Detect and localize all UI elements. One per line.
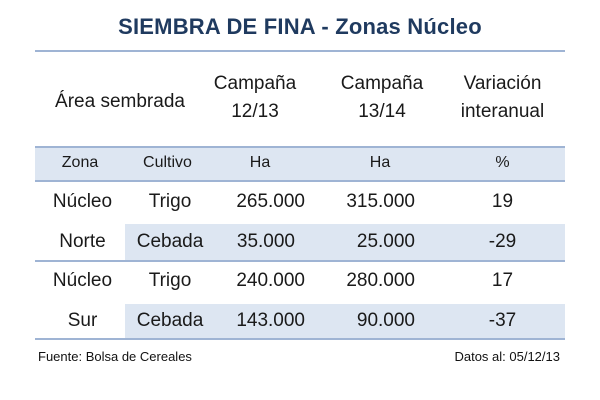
zona-sur-line1: Núcleo <box>52 270 113 291</box>
c1213-norte-trigo: 265.000 <box>236 191 305 212</box>
c1213-sur-trigo: 240.000 <box>236 270 305 291</box>
zona-norte-line2: Norte <box>59 231 106 252</box>
header-campana-1314: Campaña 13/14 <box>332 70 432 126</box>
c1213-sur-cebada: 143.000 <box>236 310 305 331</box>
header-variacion-line1: Variación <box>463 73 542 94</box>
subheader-ha-1314: Ha <box>369 154 391 171</box>
header-campana-1213-line1: Campaña <box>213 73 297 94</box>
var-norte-trigo: 19 <box>491 191 514 212</box>
c1314-sur-trigo: 280.000 <box>346 270 415 291</box>
cultivo-sur-cebada: Cebada <box>136 310 204 331</box>
rule-subheader <box>35 180 565 182</box>
c1213-norte-cebada: 35.000 <box>236 231 295 252</box>
cultivo-norte-cebada: Cebada <box>136 231 204 252</box>
header-variacion: Variación interanual <box>445 70 560 126</box>
footer-source: Fuente: Bolsa de Cereales <box>38 349 192 364</box>
rule-header <box>35 146 565 148</box>
zona-norte-line1: Núcleo <box>52 191 113 212</box>
header-variacion-line2: interanual <box>460 101 545 122</box>
subheader-zona: Zona <box>61 154 99 171</box>
header-campana-1314-line2: 13/14 <box>358 101 406 122</box>
table-title: SIEMBRA DE FINA - Zonas Núcleo <box>118 14 482 39</box>
var-sur-trigo: 17 <box>491 270 514 291</box>
c1314-norte-trigo: 315.000 <box>346 191 415 212</box>
cultivo-norte-trigo: Trigo <box>148 191 192 212</box>
row-band-sur-cebada <box>125 304 565 338</box>
subheader-cultivo: Cultivo <box>143 154 192 171</box>
cultivo-sur-trigo: Trigo <box>148 270 192 291</box>
subheader-ha-1213: Ha <box>249 154 271 171</box>
var-norte-cebada: -29 <box>488 231 517 252</box>
header-area: Área sembrada <box>55 91 185 112</box>
subheader-band <box>35 148 565 180</box>
subheader-pct: % <box>495 154 510 171</box>
row-band-norte-cebada <box>125 224 565 260</box>
rule-group <box>35 260 565 262</box>
header-campana-1213: Campaña 12/13 <box>205 70 305 126</box>
rule-top <box>35 50 565 52</box>
header-campana-1314-line1: Campaña <box>340 73 424 94</box>
c1314-norte-cebada: 25.000 <box>356 231 415 252</box>
var-sur-cebada: -37 <box>488 310 517 331</box>
zona-sur-line2: Sur <box>67 310 98 331</box>
c1314-sur-cebada: 90.000 <box>356 310 415 331</box>
rule-bottom <box>35 338 565 340</box>
header-campana-1213-line2: 12/13 <box>231 101 279 122</box>
footer-date: Datos al: 05/12/13 <box>454 349 560 364</box>
